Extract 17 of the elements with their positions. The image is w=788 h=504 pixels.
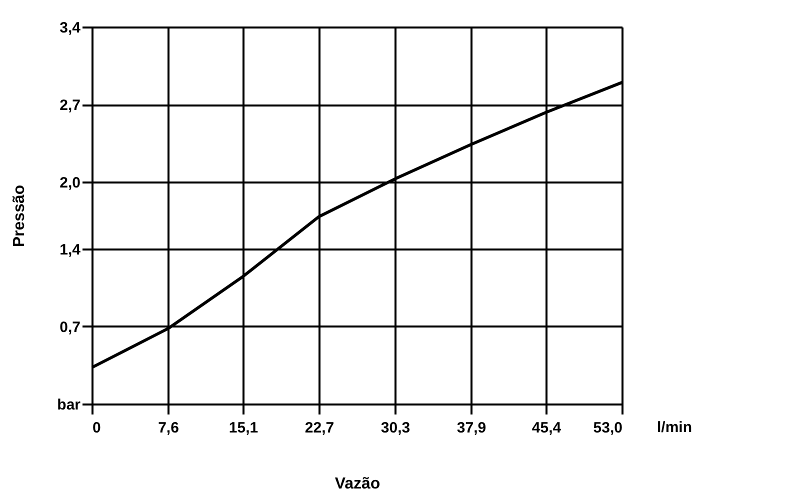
x-tick-label: 7,6 xyxy=(158,420,179,436)
y-tick-label: 1,4 xyxy=(60,241,82,258)
x-tick-label: 30,3 xyxy=(380,420,410,436)
x-tick-label: 15,1 xyxy=(228,420,258,436)
x-tick-label: 53,0 xyxy=(593,420,622,436)
x-tick-label: 45,4 xyxy=(532,420,562,436)
y-tick-label: bar xyxy=(57,396,81,414)
x-tick-label: 22,7 xyxy=(304,420,334,436)
y-tick-label: 3,4 xyxy=(60,20,82,36)
x-tick-label: 0 xyxy=(92,420,101,436)
y-tick-label: 2,7 xyxy=(60,97,80,114)
y-tick-label: 2,0 xyxy=(60,174,80,192)
x-tick-label: 37,9 xyxy=(456,420,486,436)
y-axis-title: Pressão xyxy=(11,184,28,248)
x-axis-title: Vazão xyxy=(334,476,380,492)
text: l/min xyxy=(657,419,692,436)
y-tick-label: 0,7 xyxy=(60,318,80,336)
